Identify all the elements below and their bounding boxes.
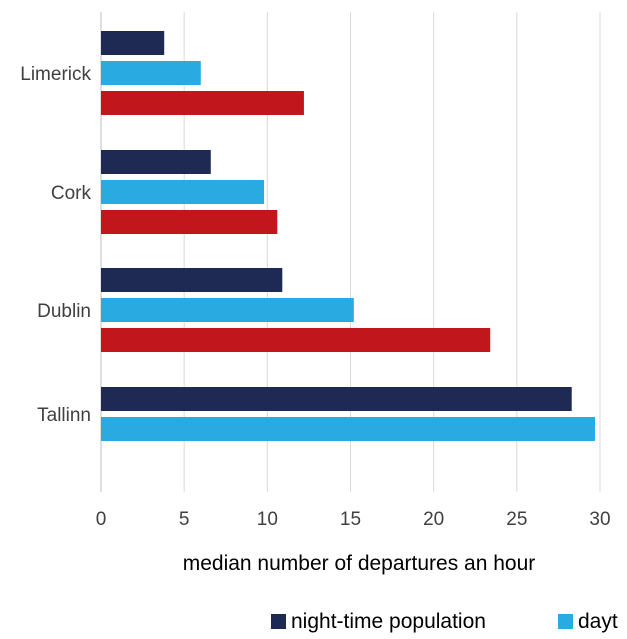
bar-tallinn-series-2 [101,417,596,441]
category-label-dublin: Dublin [37,301,91,322]
bar-limerick-series-2 [101,61,201,85]
x-tick-label: 15 [340,509,361,530]
bar-limerick-series-1 [101,31,165,55]
x-tick-labels: 0 5 10 15 20 25 30 [96,509,611,530]
x-tick-label: 30 [589,509,610,530]
x-tick-label: 20 [423,509,444,530]
bars-group [101,31,596,441]
bar-dublin-series-2 [101,298,354,322]
bar-cork-series-1 [101,150,211,174]
category-label-tallinn: Tallinn [37,405,91,426]
legend-swatch-series-2 [558,614,573,629]
x-tick-label: 0 [96,509,107,530]
bar-tallinn-series-1 [101,387,572,411]
legend-swatch-series-1 [271,614,286,629]
x-tick-label: 10 [257,509,278,530]
x-tick-label: 5 [179,509,190,530]
category-labels: Limerick Cork Dublin Tallinn [20,64,91,426]
legend-label-series-1: night-time population [291,610,486,633]
bar-dublin-series-3 [101,328,491,352]
x-tick-label: 25 [506,509,527,530]
bar-cork-series-3 [101,210,278,234]
bar-cork-series-2 [101,180,265,204]
legend-label-series-2: dayt [578,610,618,633]
category-label-cork: Cork [51,183,92,204]
x-axis-title: median number of departures an hour [183,552,536,575]
category-label-limerick: Limerick [20,64,91,85]
bar-limerick-series-3 [101,91,304,115]
bar-dublin-series-1 [101,268,283,292]
legend: night-time population dayt [271,610,618,633]
